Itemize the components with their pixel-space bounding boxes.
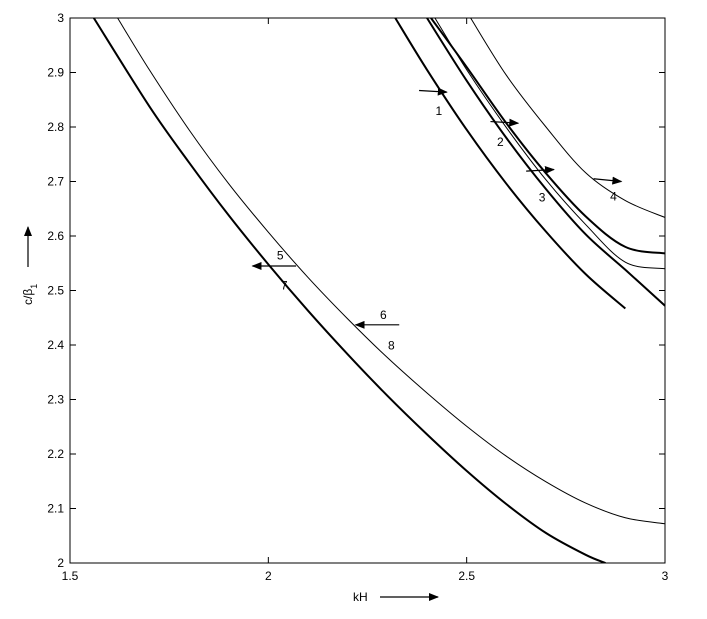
x-axis-label: kH <box>353 590 368 604</box>
annotation-arrow-3 <box>526 166 555 175</box>
y-axis: 2 2.1 2.2 2.3 2.4 2.5 2.6 2.7 2.8 2.9 3 <box>47 11 665 570</box>
y-tick-label: 2.2 <box>47 447 64 461</box>
x-tick-label: 1.5 <box>62 569 79 583</box>
series-line-6 <box>430 18 665 255</box>
annotation-arrow-2 <box>490 118 520 127</box>
curve-label-6: 6 <box>380 308 387 322</box>
y-tick-label: 2 <box>57 556 64 570</box>
y-axis-label-subscript: 1 <box>29 284 39 289</box>
y-tick-label: 2.7 <box>47 175 64 189</box>
y-tick-label: 2.1 <box>47 502 64 516</box>
y-tick-label: 2.9 <box>47 66 64 80</box>
series-line-5 <box>434 18 665 270</box>
x-axis: 1.5 2 2.5 3 <box>62 18 669 583</box>
y-axis-label: c/β1 <box>21 284 39 305</box>
series-line-3 <box>394 18 626 310</box>
curve-label-2: 2 <box>497 135 504 149</box>
series-group <box>92 18 665 563</box>
plot-frame <box>69 17 666 564</box>
y-tick-label: 2.8 <box>47 120 64 134</box>
x-axis-label-group: kH <box>353 590 439 604</box>
y-axis-label-group: c/β1 <box>21 226 39 305</box>
annotations-group: 1 2 3 4 5 7 6 8 <box>251 87 623 352</box>
y-tick-label: 2.3 <box>47 393 64 407</box>
curve-label-1: 1 <box>436 104 443 118</box>
y-tick-label: 2.5 <box>47 284 64 298</box>
annotation-arrow-1 <box>419 87 448 96</box>
series-line-2 <box>117 18 665 525</box>
x-tick-label: 2.5 <box>458 569 475 583</box>
annotation-arrow-4 <box>593 176 623 185</box>
y-axis-label-main: c/β <box>21 289 35 305</box>
x-tick-label: 3 <box>662 569 669 583</box>
y-tick-label: 2.6 <box>47 229 64 243</box>
curve-label-4: 4 <box>610 190 617 204</box>
curve-label-7: 7 <box>281 278 288 292</box>
series-line-4 <box>426 18 665 307</box>
y-tick-label: 3 <box>57 11 64 25</box>
series-line-1 <box>92 18 606 563</box>
curve-label-8: 8 <box>388 338 395 352</box>
series-line-7 <box>470 18 665 218</box>
y-tick-label: 2.4 <box>47 338 64 352</box>
curve-label-5: 5 <box>277 248 284 262</box>
curve-label-3: 3 <box>539 191 546 205</box>
plot-area <box>92 18 665 563</box>
x-tick-label: 2 <box>265 569 272 583</box>
